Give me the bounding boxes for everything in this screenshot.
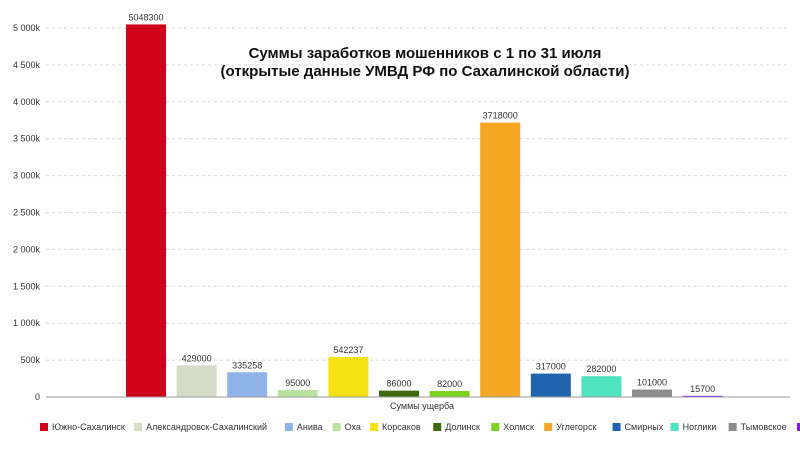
bar-value-label: 95000 xyxy=(285,378,310,388)
legend-item-label[interactable]: Анива xyxy=(297,422,323,432)
y-tick-label: 3 000k xyxy=(13,171,41,181)
bar[interactable] xyxy=(176,365,217,397)
legend-swatch xyxy=(797,423,800,431)
y-tick-label: 5 000k xyxy=(13,23,41,33)
bar[interactable] xyxy=(328,356,369,397)
legend-item-label[interactable]: Углегорск xyxy=(556,422,596,432)
legend-swatch xyxy=(670,423,679,431)
y-tick-label: 1 500k xyxy=(13,281,41,291)
legend-item-label[interactable]: Оха xyxy=(345,422,361,432)
bar-value-label: 3718000 xyxy=(483,111,518,121)
bar-value-label: 86000 xyxy=(386,379,411,389)
legend-item-label[interactable]: Александровск-Сахалинский xyxy=(146,422,267,432)
y-tick-label: 2 000k xyxy=(13,244,41,254)
legend-swatch xyxy=(134,423,143,431)
bar-value-label: 5048300 xyxy=(128,12,163,22)
bar[interactable] xyxy=(530,373,571,397)
bar[interactable] xyxy=(682,395,723,397)
bar[interactable] xyxy=(480,122,521,397)
legend-swatch xyxy=(40,423,48,431)
legend-item-label[interactable]: Долинск xyxy=(445,422,480,432)
legend-swatch xyxy=(728,423,737,431)
bar-value-label: 282000 xyxy=(586,364,616,374)
bar[interactable] xyxy=(379,390,419,397)
legend-swatch xyxy=(370,423,379,431)
y-tick-label: 4 000k xyxy=(13,97,41,107)
y-tick-label: 1 000k xyxy=(13,318,41,328)
bar-value-label: 82000 xyxy=(437,379,462,389)
legend: Южно-Сахалинск Александровск-Сахалинский А… xyxy=(40,422,800,432)
legend-item-label[interactable]: Тымовское xyxy=(741,422,787,432)
legend-item-label[interactable]: Смирных xyxy=(625,422,664,432)
y-tick-label: 500k xyxy=(20,355,40,365)
legend-swatch xyxy=(332,423,341,431)
bar-value-label: 317000 xyxy=(536,362,566,372)
legend-item-label[interactable]: Корсаков xyxy=(382,422,421,432)
bar-value-label: 542237 xyxy=(333,345,363,355)
y-tick-label: 2 500k xyxy=(13,208,41,218)
bar-value-label: 335258 xyxy=(232,360,262,370)
bars-layer xyxy=(126,24,723,398)
y-axis-ticks: 0 500k 1 000k 1 500k 2 000k 2 500k 3 000k 3 500… xyxy=(13,23,41,402)
chart-title-line-2: (открытые данные УМВД РФ по Сахалинской … xyxy=(221,63,630,80)
x-axis-label: Суммы ущерба xyxy=(390,401,454,411)
bar-value-label: 101000 xyxy=(637,378,667,388)
data-labels-layer: 5048300 429000 335258 95000 542237 86000 82000… xyxy=(128,12,715,393)
y-tick-label: 0 xyxy=(35,392,40,402)
legend-item-label[interactable]: Ноглики xyxy=(683,422,717,432)
bar[interactable] xyxy=(581,376,622,397)
bar[interactable] xyxy=(126,24,166,398)
y-tick-label: 3 500k xyxy=(13,134,41,144)
legend-swatch xyxy=(491,423,500,431)
legend-swatch xyxy=(612,423,621,431)
bar[interactable] xyxy=(632,389,672,397)
legend-item-label[interactable]: Холмск xyxy=(503,422,534,432)
bar-value-label: 429000 xyxy=(182,353,212,363)
bar[interactable] xyxy=(429,390,470,397)
bar-value-label: 15700 xyxy=(690,384,715,394)
legend-item-label[interactable]: Южно-Сахалинск xyxy=(52,422,125,432)
y-tick-label: 4 500k xyxy=(13,60,41,70)
bar[interactable] xyxy=(227,372,268,397)
legend-swatch xyxy=(433,423,442,431)
legend-swatch xyxy=(544,423,553,431)
grid-layer xyxy=(46,27,790,361)
chart-title-line-1: Суммы заработков мошенников с 1 по 31 ию… xyxy=(249,45,602,62)
legend-swatch xyxy=(284,423,293,431)
bar[interactable] xyxy=(277,389,318,397)
